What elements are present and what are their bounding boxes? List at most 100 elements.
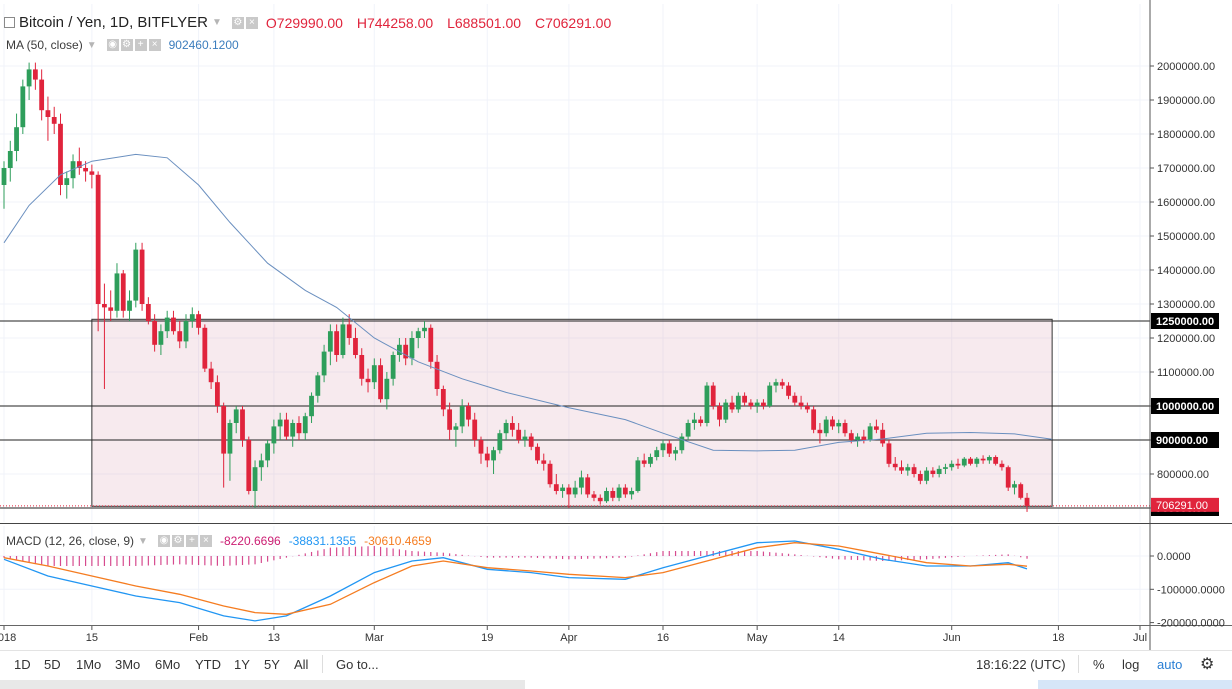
candle-body [754, 402, 760, 406]
settings-icon[interactable]: ⚙ [120, 39, 133, 51]
range-5d[interactable]: 5D [44, 657, 61, 672]
candle [930, 467, 936, 478]
gear-icon[interactable]: ⚙ [1200, 656, 1215, 673]
range-1d[interactable]: 1D [14, 657, 31, 672]
candle-body [679, 436, 685, 451]
close-value: 706291.00 [545, 14, 612, 31]
candle-body [691, 419, 697, 423]
range-all[interactable]: All [294, 657, 309, 672]
candle [434, 355, 440, 396]
candle [51, 106, 57, 134]
candle [836, 419, 842, 434]
candle-body [717, 406, 722, 420]
candle [484, 446, 490, 468]
chevron-down-icon[interactable]: ▼ [86, 39, 97, 51]
candle [152, 314, 158, 352]
candle-body [252, 467, 258, 491]
scrollbar-thumb[interactable] [1038, 680, 1232, 689]
candle [302, 412, 308, 440]
close-icon[interactable]: × [245, 16, 258, 29]
eye-icon[interactable]: ◉ [106, 39, 119, 51]
chevron-down-icon[interactable]: ▼ [138, 535, 148, 547]
time-axis[interactable]: 2018 15 Feb 13 Mar 19 Apr 16 May 14 Jun 18 Jul [0, 626, 1147, 644]
candle-body [114, 273, 120, 311]
candle [76, 147, 82, 175]
candle-body [491, 450, 496, 461]
log-toggle[interactable]: log [1122, 657, 1140, 672]
candle [64, 171, 70, 199]
candle [491, 446, 496, 474]
signal-value: -30610.4659 [364, 534, 432, 548]
price-axis[interactable]: 700000.00800000.00900000.001000000.00110… [1150, 61, 1225, 630]
candle-body [403, 344, 409, 359]
candle-body [616, 487, 622, 498]
candle [616, 484, 622, 502]
auto-toggle[interactable]: auto [1157, 657, 1183, 672]
goto-button[interactable]: Go to... [336, 657, 379, 672]
candle-body [880, 429, 886, 444]
close-icon[interactable]: × [148, 39, 161, 51]
candle [7, 140, 13, 182]
add-icon[interactable]: + [185, 535, 198, 547]
ohlc-values: O729990.00 H744258.00 L688501.00 C706291… [266, 15, 621, 31]
candle [353, 327, 358, 359]
candle-body [955, 463, 961, 466]
range-1mo[interactable]: 1Mo [76, 657, 102, 672]
candle [290, 419, 296, 447]
range-6mo[interactable]: 6Mo [155, 657, 181, 672]
level-tag: 900000.00 [1156, 435, 1208, 447]
candle-body [353, 338, 358, 355]
add-icon[interactable]: + [134, 39, 147, 51]
candle [823, 416, 829, 437]
candle [277, 412, 283, 440]
macd-label[interactable]: MACD (12, 26, close, 9) [6, 534, 135, 548]
range-1y[interactable]: 1Y [234, 657, 250, 672]
candle-body [535, 446, 540, 461]
range-5y[interactable]: 5Y [264, 657, 280, 672]
candle-body [51, 117, 57, 124]
candle [171, 310, 176, 335]
candle [949, 460, 955, 471]
settings-icon[interactable]: ⚙ [171, 535, 184, 547]
candle [654, 446, 660, 461]
date-tick-label: 13 [268, 632, 280, 644]
candle [830, 416, 835, 430]
toolbar-divider [322, 655, 323, 673]
candle-body [327, 331, 333, 352]
range-3mo[interactable]: 3Mo [115, 657, 141, 672]
open-value: 729990.00 [276, 14, 343, 31]
chevron-down-icon[interactable]: ▼ [211, 17, 222, 28]
collapse-icon[interactable] [4, 17, 15, 28]
symbol-row: Bitcoin / Yen, 1D, BITFLYER ▼ ⚙ × O729990… [4, 14, 621, 31]
candle-body [208, 368, 214, 383]
candle-body [284, 419, 289, 437]
candle [917, 470, 923, 485]
symbol-title[interactable]: Bitcoin / Yen, 1D, BITFLYER [19, 14, 208, 31]
candle-body [861, 436, 867, 440]
candle [1012, 480, 1017, 495]
percent-toggle[interactable]: % [1093, 657, 1105, 672]
settings-icon[interactable]: ⚙ [231, 16, 244, 29]
candle-body [936, 468, 942, 474]
candle-body [265, 443, 271, 461]
eye-icon[interactable]: ◉ [157, 535, 170, 547]
ma-label[interactable]: MA (50, close) [6, 38, 83, 52]
candle [265, 440, 271, 468]
candle [158, 324, 164, 355]
scrollbar-track[interactable] [0, 680, 525, 689]
date-tick-label: May [747, 632, 768, 644]
candle-body [472, 419, 478, 440]
candle-body [233, 409, 239, 423]
candle-body [660, 443, 666, 451]
candle-body [629, 491, 635, 495]
price-tick-label: 2000000.00 [1157, 61, 1215, 73]
candle-body [685, 423, 691, 437]
candle-body [321, 351, 327, 376]
close-icon[interactable]: × [199, 535, 212, 547]
candle-body [610, 491, 616, 498]
high-value: 744258.00 [366, 14, 434, 31]
range-ytd[interactable]: YTD [195, 657, 221, 672]
candle [761, 399, 766, 410]
candle-body [553, 484, 559, 491]
